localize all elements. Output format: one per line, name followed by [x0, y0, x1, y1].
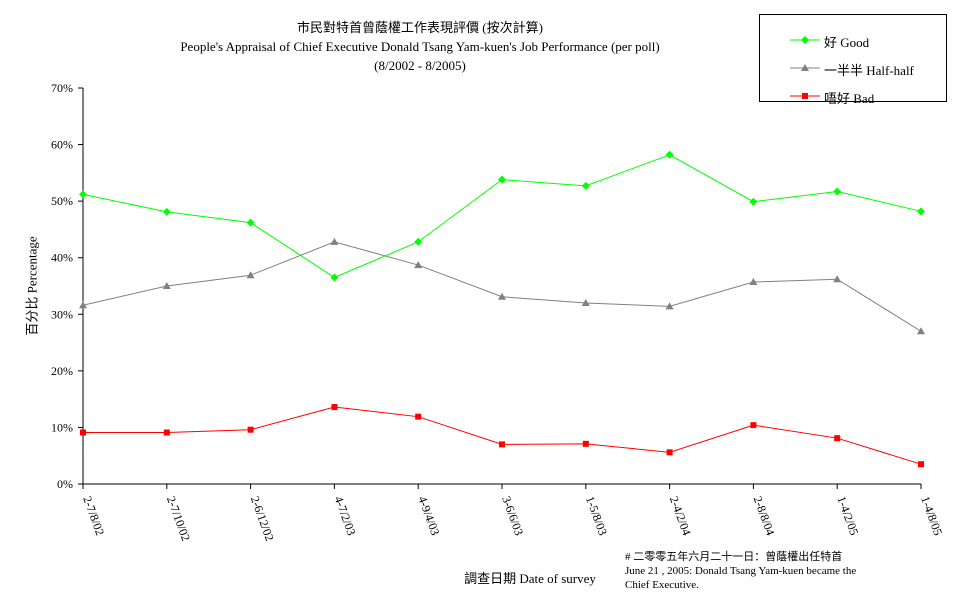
data-point-bad — [80, 429, 86, 436]
chart-legend: 好 Good 一半半 Half-half 唔好 Bad — [759, 14, 947, 106]
data-point-bad — [834, 435, 841, 442]
legend-swatch-marker — [801, 36, 809, 44]
x-tick-label: 1-5/8/03 — [583, 494, 610, 537]
x-tick-label: 1-4/2/05 — [834, 494, 861, 537]
legend-swatch-bad — [790, 93, 820, 99]
y-tick-label: 20% — [51, 364, 73, 378]
legend-label-half: 一半半 Half-half — [824, 63, 914, 78]
data-point-good — [330, 273, 339, 282]
data-point-bad — [331, 404, 338, 411]
x-tick-label: 2-7/8/02 — [80, 494, 107, 537]
x-tick-label: 1-4/8/05 — [918, 494, 945, 537]
y-tick-label: 50% — [51, 194, 73, 208]
data-point-bad — [499, 441, 505, 448]
series-line-good — [82, 154, 922, 279]
x-tick-label: 4-9/4/03 — [415, 494, 442, 537]
data-point-good — [749, 197, 758, 206]
data-point-half — [79, 301, 87, 309]
y-tick-label: 60% — [51, 138, 73, 152]
data-point-half — [917, 327, 925, 335]
data-point-half — [162, 282, 171, 289]
data-point-good — [833, 187, 842, 196]
footnote-line-2: June 21 , 2005: Donald Tsang Yam-kuen be… — [625, 565, 857, 577]
data-point-bad — [163, 429, 170, 436]
data-point-half — [581, 298, 590, 306]
legend-swatch-half — [790, 64, 820, 71]
legend-label-bad: 唔好 Bad — [824, 91, 875, 106]
y-tick-label: 30% — [51, 307, 73, 321]
y-tick-label: 0% — [57, 477, 73, 491]
x-tick-label: 4-7/2/03 — [332, 494, 359, 537]
data-point-good — [414, 237, 423, 246]
chart-title: People's Appraisal of Chief Executive Do… — [180, 39, 660, 54]
series-line-bad — [83, 406, 922, 465]
x-axis-label: 調查日期 Date of survey — [464, 571, 596, 586]
y-tick-label: 10% — [51, 420, 73, 434]
x-tick-label: 2-6/12/02 — [248, 494, 277, 543]
chart-title-zh: 市民對特首曾蔭權工作表現評價 (按次計算) — [297, 20, 543, 35]
data-point-half — [498, 292, 506, 300]
x-tick-label: 2-4/2/04 — [667, 494, 694, 537]
chart-subtitle: (8/2002 - 8/2005) — [374, 58, 466, 73]
data-point-bad — [582, 440, 589, 447]
data-point-bad — [247, 426, 254, 433]
data-point-half — [749, 278, 758, 286]
legend-item-half: 一半半 Half-half — [760, 59, 946, 79]
data-point-half — [246, 271, 255, 279]
data-point-good — [498, 175, 506, 184]
y-tick-label: 40% — [51, 251, 73, 265]
data-point-half — [833, 275, 842, 283]
data-point-half — [330, 237, 339, 245]
data-point-good — [665, 150, 674, 159]
data-point-bad — [415, 413, 422, 420]
data-point-bad — [918, 461, 924, 468]
x-tick-label: 3-6/6/03 — [499, 494, 526, 537]
chart-title-block: 市民對特首曾蔭權工作表現評價 (按次計算) People's Appraisal… — [80, 18, 760, 75]
data-point-bad — [750, 422, 757, 429]
data-point-good — [917, 207, 925, 216]
legend-swatch-marker — [801, 64, 809, 71]
data-point-good — [79, 190, 87, 199]
legend-swatch-marker — [802, 93, 808, 99]
data-point-half — [665, 302, 674, 310]
legend-swatch-good — [790, 36, 820, 44]
data-point-good — [581, 181, 590, 190]
x-tick-label: 2-7/10/02 — [164, 494, 193, 543]
legend-item-good: 好 Good — [760, 31, 946, 51]
data-point-bad — [666, 449, 673, 456]
y-axis-label: 百分比 Percentage — [24, 236, 40, 336]
legend-item-bad: 唔好 Bad — [760, 87, 946, 107]
legend-label-good: 好 Good — [824, 35, 870, 50]
x-tick-label: 2-8/8/04 — [751, 494, 778, 537]
chart-footnote: # 二零零五年六月二十一日：曾蔭權出任特首 June 21 , 2005: Do… — [625, 550, 925, 592]
data-point-good — [162, 207, 171, 216]
data-point-good — [246, 218, 255, 227]
series-line-half — [82, 241, 922, 332]
footnote-line-3: Chief Executive. — [625, 579, 699, 591]
footnote-line-1: # 二零零五年六月二十一日：曾蔭權出任特首 — [625, 551, 843, 563]
data-point-half — [414, 261, 423, 269]
y-tick-label: 70% — [51, 81, 73, 95]
